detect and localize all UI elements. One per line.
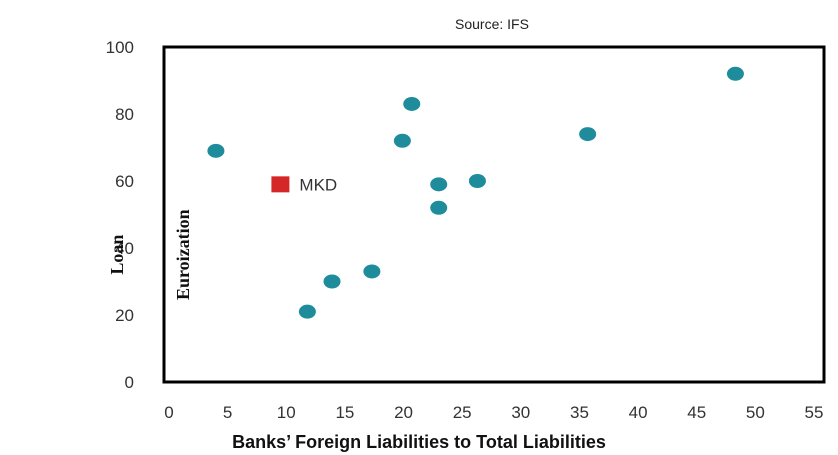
y-tick-label: 20 (115, 306, 134, 325)
x-tick-label: 5 (223, 403, 232, 422)
y-tick-label: 100 (106, 38, 134, 57)
plot-area-frame (162, 45, 826, 384)
x-tick-label: 50 (746, 403, 765, 422)
data-point (430, 200, 448, 215)
data-point (430, 177, 448, 192)
data-point (323, 274, 341, 289)
data-point (363, 264, 381, 279)
y-axis-ticks: 0 20 40 60 80 100 (106, 38, 134, 392)
y-axis-label-line-2: Euroization (173, 209, 193, 300)
data-point (207, 143, 225, 158)
mkd-marker (271, 176, 290, 193)
x-tick-label: 40 (629, 403, 648, 422)
x-tick-label: 45 (687, 403, 706, 422)
data-point (468, 174, 486, 188)
x-tick-label: 10 (277, 403, 296, 422)
x-tick-label: 15 (335, 403, 354, 422)
x-tick-label: 35 (570, 403, 589, 422)
data-point (298, 304, 316, 319)
y-tick-label: 80 (115, 105, 134, 124)
y-tick-label: 40 (115, 239, 134, 258)
y-tick-label: 0 (125, 373, 134, 392)
y-tick-label: 60 (115, 172, 134, 191)
x-tick-label: 25 (453, 403, 472, 422)
data-points: MKD (207, 66, 744, 319)
x-tick-label: 55 (805, 403, 824, 422)
data-point (403, 96, 421, 111)
point-annotation: MKD (299, 175, 337, 194)
x-axis-label: Banks’ Foreign Liabilities to Total Liab… (232, 432, 606, 452)
x-axis-ticks: 0 5 10 15 20 25 30 35 40 45 50 55 (164, 403, 823, 422)
x-tick-label: 0 (164, 403, 173, 422)
data-point (579, 127, 597, 142)
x-tick-label: 30 (511, 403, 530, 422)
y-axis-label: Loan Euroization (62, 209, 238, 300)
x-tick-label: 20 (394, 403, 413, 422)
y-axis-label-line-1: Loan (107, 234, 127, 275)
data-point (726, 66, 744, 81)
chart-subtitle: Source: IFS (455, 16, 529, 32)
data-point (393, 133, 411, 148)
